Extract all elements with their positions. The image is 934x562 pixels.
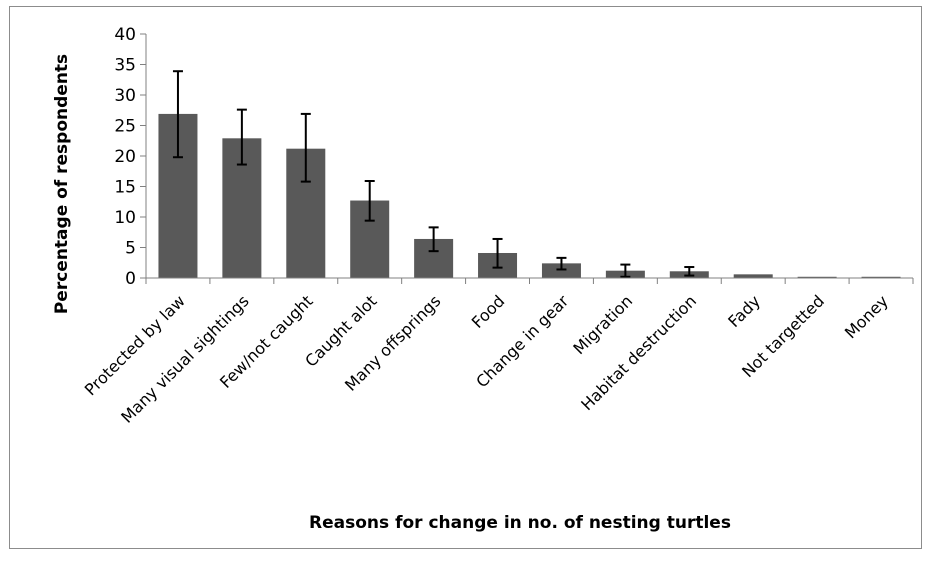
error-bar <box>428 226 439 253</box>
y-axis-ticks: 0 5 10 15 20 25 30 35 40 <box>114 25 146 289</box>
x-category-label: Many visual sightings <box>117 291 252 426</box>
y-tick-label: 5 <box>125 239 136 259</box>
bar <box>541 263 581 278</box>
x-category-label: Migration <box>569 291 636 358</box>
x-category-label: Food <box>468 291 509 332</box>
error-bar <box>492 237 503 269</box>
bar <box>733 274 773 278</box>
error-bars <box>172 70 695 278</box>
x-category-label: Fady <box>724 291 764 331</box>
bar <box>797 276 837 278</box>
error-bar <box>620 263 631 278</box>
y-tick-label: 20 <box>114 147 136 167</box>
y-tick-label: 0 <box>125 269 136 289</box>
error-bar <box>300 112 311 183</box>
y-tick-label: 15 <box>114 178 136 198</box>
y-axis-title: Percentage of respondents <box>52 54 72 314</box>
y-tick-label: 35 <box>114 56 136 76</box>
error-bar <box>556 256 567 271</box>
y-tick-label: 25 <box>114 117 136 137</box>
y-tick-label: 40 <box>114 25 136 45</box>
error-bar <box>172 70 183 159</box>
error-bar <box>684 266 695 277</box>
x-category-label: Money <box>841 291 892 342</box>
bars <box>158 113 901 278</box>
y-tick-label: 10 <box>114 208 136 228</box>
x-axis-title: Reasons for change in no. of nesting tur… <box>309 513 731 533</box>
error-bar <box>236 108 247 166</box>
x-category-label: Habitat destruction <box>577 291 700 414</box>
bar <box>861 276 901 278</box>
y-tick-label: 30 <box>114 86 136 106</box>
error-bar <box>364 180 375 222</box>
